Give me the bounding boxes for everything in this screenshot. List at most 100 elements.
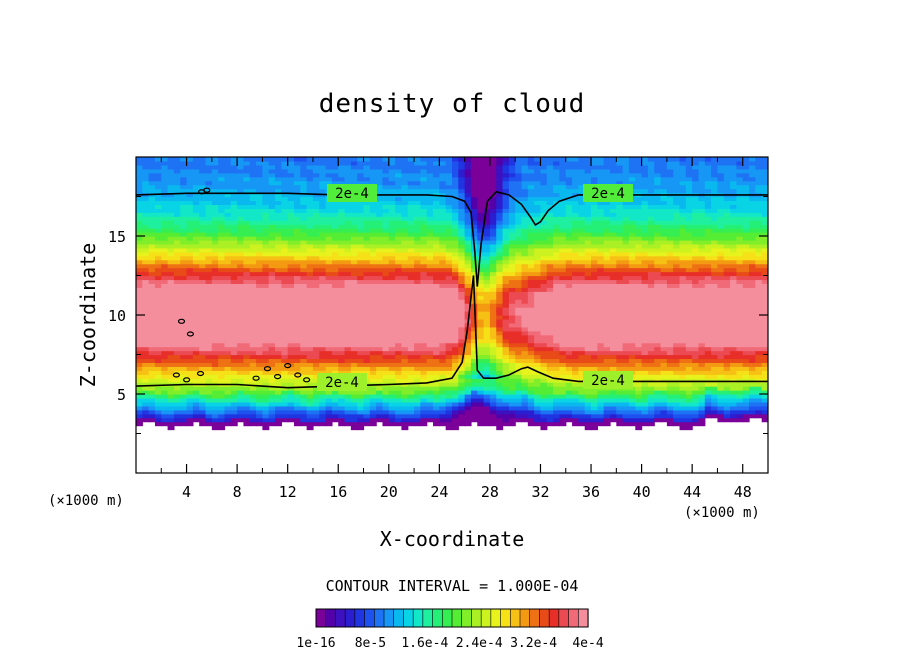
heatmap-cell	[489, 291, 497, 296]
heatmap-cell	[148, 326, 156, 332]
heatmap-cell	[199, 271, 207, 277]
heatmap-cell	[262, 208, 270, 213]
heatmap-cell	[578, 307, 586, 312]
heatmap-cell	[534, 299, 542, 304]
heatmap-cell	[173, 378, 181, 383]
heatmap-cell	[237, 160, 245, 166]
heatmap-cell	[496, 405, 504, 411]
heatmap-cell	[211, 390, 219, 395]
heatmap-cell	[470, 259, 478, 265]
heatmap-cell	[439, 338, 447, 344]
heatmap-cell	[281, 184, 289, 190]
heatmap-cell	[186, 196, 194, 202]
heatmap-cell	[205, 255, 213, 261]
heatmap-cell	[508, 224, 516, 229]
heatmap-cell	[565, 208, 573, 213]
heatmap-cell	[496, 192, 504, 198]
heatmap-cell	[369, 259, 377, 265]
heatmap-cell	[344, 366, 352, 371]
heatmap-cell	[521, 346, 529, 352]
heatmap-cell	[294, 386, 301, 391]
heatmap-cell	[363, 251, 371, 257]
heatmap-cell	[142, 362, 150, 367]
heatmap-cell	[249, 326, 257, 332]
heatmap-cell	[363, 220, 371, 225]
heatmap-cell	[218, 311, 226, 316]
heatmap-cell	[344, 275, 352, 281]
heatmap-cell	[458, 251, 466, 257]
heatmap-cell	[508, 334, 516, 340]
heatmap-cell	[534, 338, 542, 344]
heatmap-cell	[395, 311, 403, 316]
heatmap-cell	[199, 421, 207, 427]
heatmap-cell	[553, 184, 561, 190]
heatmap-cell	[294, 342, 301, 348]
heatmap-cell	[572, 247, 579, 253]
heatmap-cell	[262, 295, 270, 300]
heatmap-cell	[515, 366, 523, 371]
heatmap-cell	[275, 208, 282, 213]
heatmap-cell	[180, 354, 188, 360]
heatmap-cell	[489, 212, 497, 217]
heatmap-cell	[350, 401, 358, 407]
heatmap-cell	[559, 176, 567, 182]
heatmap-cell	[401, 220, 409, 225]
heatmap-cell	[268, 271, 276, 277]
heatmap-cell	[167, 311, 175, 316]
heatmap-cell	[262, 421, 270, 427]
heatmap-cell	[344, 350, 352, 356]
heatmap-cell	[218, 386, 226, 391]
heatmap-cell	[470, 220, 478, 225]
heatmap-cell	[306, 417, 314, 423]
heatmap-cell	[211, 224, 219, 229]
heatmap-cell	[540, 330, 548, 336]
heatmap-cell	[433, 172, 440, 178]
heatmap-cell	[205, 172, 213, 178]
heatmap-cell	[515, 220, 523, 225]
heatmap-cell	[224, 236, 232, 241]
heatmap-cell	[180, 263, 188, 269]
heatmap-cell	[426, 413, 434, 419]
heatmap-cell	[331, 354, 339, 360]
heatmap-cell	[445, 417, 453, 423]
heatmap-cell	[243, 350, 251, 356]
heatmap-cell	[275, 255, 282, 261]
heatmap-cell	[180, 421, 188, 427]
heatmap-cell	[483, 350, 491, 356]
heatmap-cell	[426, 311, 434, 316]
heatmap-cell	[180, 350, 188, 356]
heatmap-cell	[331, 307, 339, 312]
heatmap-cell	[464, 160, 472, 166]
heatmap-cell	[578, 326, 586, 332]
heatmap-cell	[572, 168, 579, 174]
heatmap-cell	[369, 405, 377, 411]
heatmap-cell	[458, 267, 466, 273]
heatmap-cell	[325, 267, 333, 273]
heatmap-cell	[312, 366, 320, 371]
heatmap-cell	[452, 283, 459, 288]
heatmap-cell	[224, 303, 232, 308]
heatmap-cell	[388, 413, 396, 419]
heatmap-cell	[515, 204, 523, 209]
heatmap-cell	[515, 176, 523, 182]
heatmap-cell	[414, 196, 421, 202]
heatmap-cell	[477, 271, 485, 277]
heatmap-cell	[312, 160, 320, 166]
heatmap-cell	[407, 157, 415, 162]
heatmap-cell	[496, 216, 504, 221]
heatmap-cell	[186, 184, 194, 190]
heatmap-cell	[382, 350, 390, 356]
heatmap-cell	[199, 212, 207, 217]
heatmap-cell	[306, 366, 314, 371]
heatmap-cell	[452, 342, 459, 348]
heatmap-cell	[262, 409, 270, 415]
heatmap-cell	[224, 421, 232, 427]
heatmap-cell	[414, 299, 421, 304]
heatmap-cell	[572, 421, 579, 427]
heatmap-cell	[470, 401, 478, 407]
heatmap-cell	[477, 208, 485, 213]
heatmap-cell	[211, 397, 219, 403]
heatmap-cell	[401, 200, 409, 205]
heatmap-cell	[420, 255, 428, 261]
heatmap-cell	[243, 212, 251, 217]
